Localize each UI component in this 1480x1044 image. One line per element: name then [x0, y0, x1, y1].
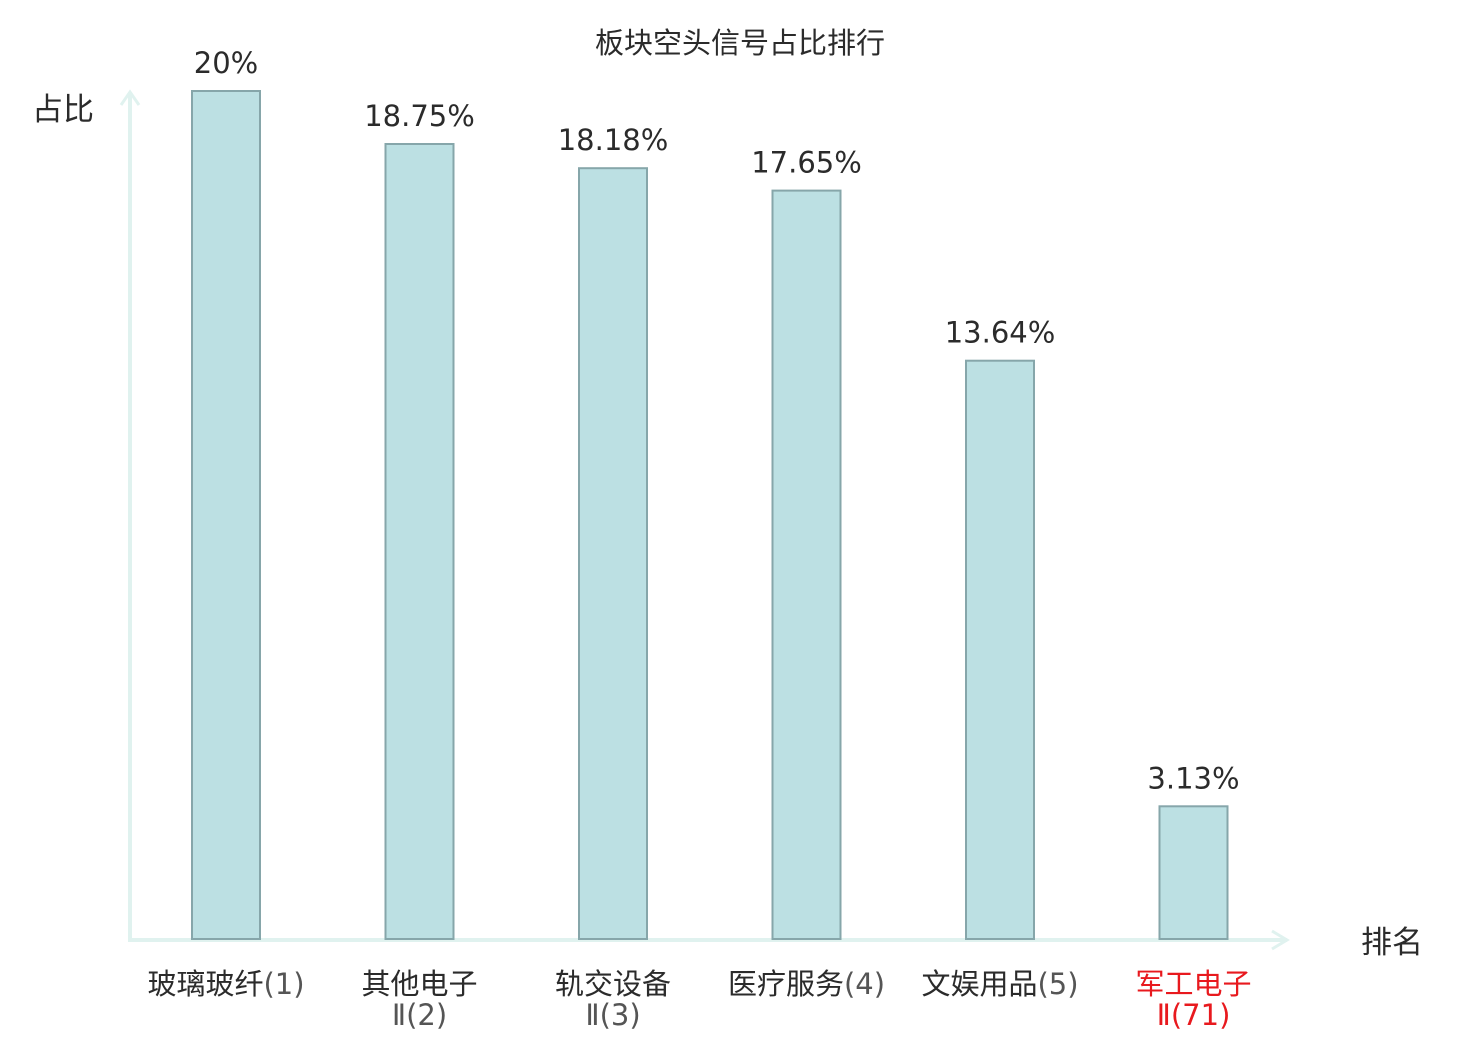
value-label-6: 3.13% [1147, 761, 1239, 795]
category-label-5: 文娱用品(5) [921, 967, 1078, 1001]
category-label-2: 其他电子 [361, 967, 477, 1001]
category-label-line2-2: Ⅱ(2) [392, 998, 447, 1032]
category-name: 其他电子 [361, 967, 477, 1001]
x-axis-label: 排名 [1361, 925, 1423, 961]
value-label-1: 20% [194, 46, 258, 80]
category-label-3: 轨交设备 [555, 967, 671, 1001]
y-axis-arrow [119, 89, 141, 106]
chart-title: 板块空头信号占比排行 [595, 26, 885, 60]
category-rank: (4) [844, 967, 885, 1001]
category-name: 轨交设备 [555, 967, 671, 1001]
category-name: 文娱用品 [921, 967, 1037, 1001]
category-rank: (5) [1037, 967, 1078, 1001]
value-label-3: 18.18% [558, 123, 669, 157]
category-label-4: 医疗服务(4) [728, 967, 885, 1001]
category-label-1: 玻璃玻纤(1) [147, 967, 304, 1001]
category-label-6: 军工电子 [1135, 967, 1251, 1001]
bar-2 [384, 143, 455, 940]
category-name: 医疗服务 [728, 967, 844, 1001]
bar-5 [965, 359, 1035, 940]
category-name: 军工电子 [1135, 967, 1251, 1001]
x-axis-arrow [1271, 929, 1290, 951]
axes [119, 89, 1290, 951]
bar-3 [578, 167, 648, 940]
category-label-line2-6: Ⅱ(71) [1157, 998, 1231, 1032]
y-axis-label: 占比 [32, 92, 94, 128]
value-label-2: 18.75% [364, 99, 475, 133]
category-label-line2-3: Ⅱ(3) [585, 998, 640, 1032]
bar-6 [1158, 805, 1229, 940]
value-label-4: 17.65% [751, 146, 862, 180]
category-rank: (1) [263, 967, 304, 1001]
value-labels: 20% 18.75% 18.18% 17.65% 13.64% 3.13% [194, 46, 1240, 795]
bar-4 [771, 189, 842, 941]
value-label-5: 13.64% [945, 316, 1056, 350]
category-name: 玻璃玻纤 [147, 967, 263, 1001]
bars [191, 90, 1229, 941]
bar-1 [191, 90, 261, 940]
